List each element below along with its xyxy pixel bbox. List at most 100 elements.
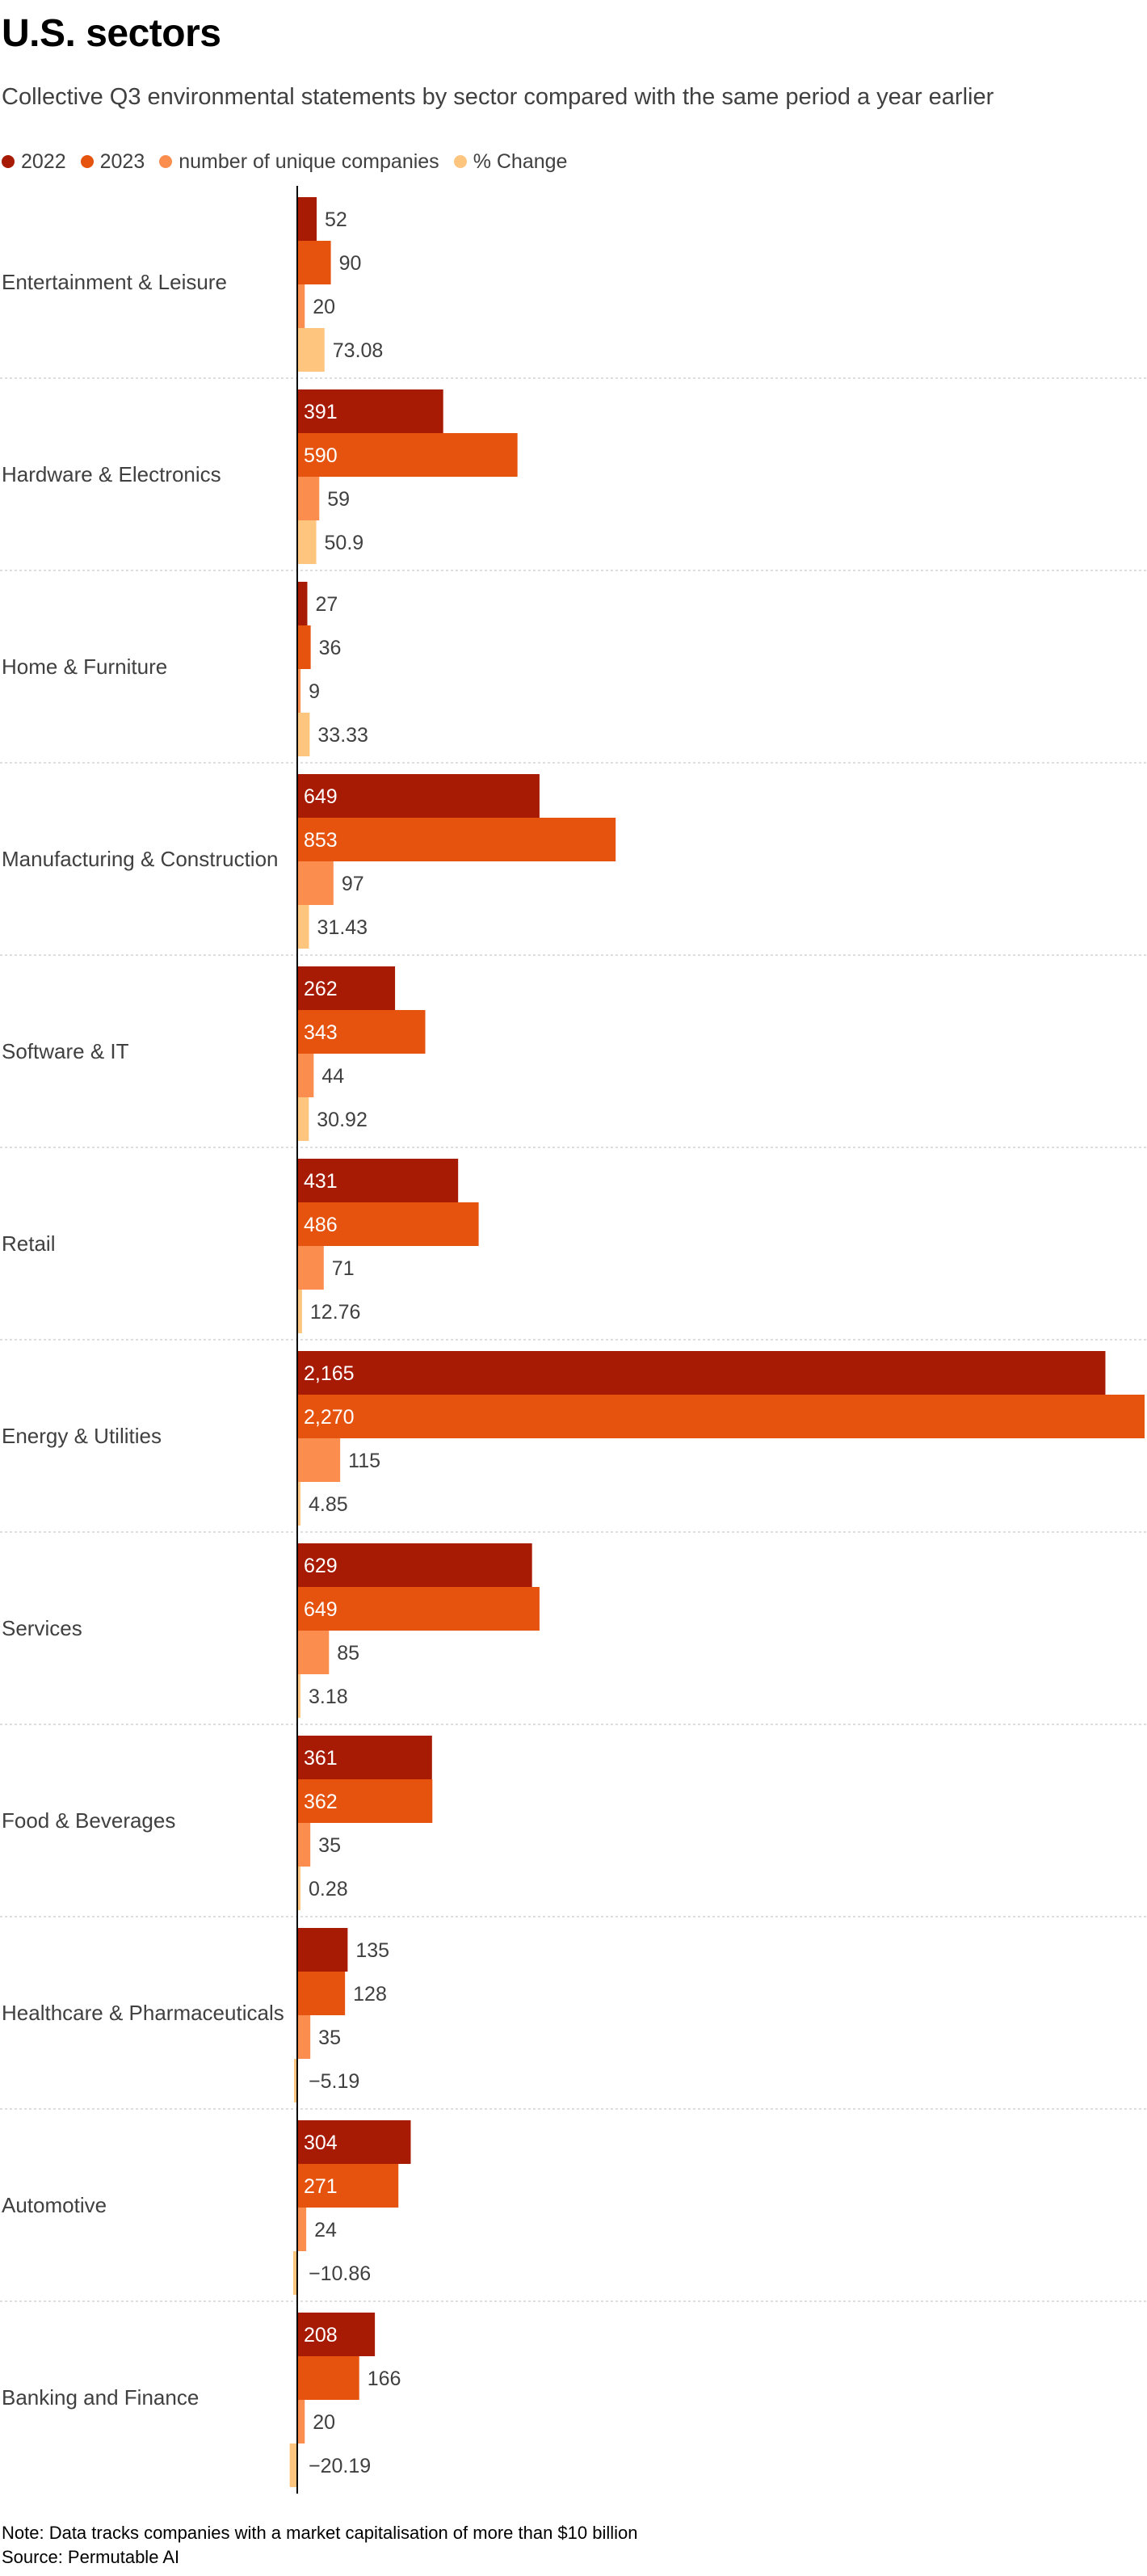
data-label-2023-manufacturing-and-construction: 853 — [304, 829, 338, 852]
data-label-change-automotive: −10.86 — [309, 2262, 371, 2285]
data-label-2022-home-and-furniture: 27 — [315, 593, 338, 616]
legend-item-2023: 2023 — [80, 149, 145, 174]
legend-swatch-2022 — [2, 155, 15, 168]
bar-number-of-unique-companies-services — [297, 1631, 330, 1674]
bar-2023-hardware-and-electronics — [297, 433, 518, 477]
data-label-number-of-unique-companies-banking-and-finance: 20 — [313, 2411, 335, 2434]
data-label-2023-hardware-and-electronics: 590 — [304, 444, 338, 467]
data-label-change-food-and-beverages: 0.28 — [309, 1878, 348, 1900]
data-label-change-entertainment-and-leisure: 73.08 — [333, 339, 384, 362]
data-label-2023-banking-and-finance: 166 — [368, 2368, 401, 2390]
data-label-2022-manufacturing-and-construction: 649 — [304, 785, 338, 808]
data-label-2022-entertainment-and-leisure: 52 — [325, 208, 347, 231]
bar-2023-retail — [297, 1202, 479, 1246]
bar-number-of-unique-companies-food-and-beverages — [297, 1823, 311, 1867]
legend-item-2022: 2022 — [2, 150, 66, 174]
data-label-2023-food-and-beverages: 362 — [304, 1791, 338, 1813]
data-label-number-of-unique-companies-entertainment-and-leisure: 20 — [313, 296, 335, 318]
category-label-energy-and-utilities: Energy & Utilities — [2, 1424, 162, 1448]
bar-2023-home-and-furniture — [297, 625, 311, 669]
data-label-change-healthcare-and-pharmaceuticals: −5.19 — [309, 2070, 359, 2093]
bar-change-services — [297, 1674, 300, 1718]
bar-2022-software-and-it — [297, 966, 396, 1010]
bar-number-of-unique-companies-retail — [297, 1246, 324, 1290]
bar-2023-services — [297, 1587, 540, 1631]
category-label-healthcare-and-pharmaceuticals: Healthcare & Pharmaceuticals — [2, 2001, 284, 2025]
bar-2022-manufacturing-and-construction — [297, 774, 540, 818]
data-label-change-software-and-it: 30.92 — [317, 1109, 368, 1131]
data-label-2022-automotive: 304 — [304, 2132, 338, 2154]
bar-change-banking-and-finance — [289, 2443, 297, 2487]
bar-2022-home-and-furniture — [297, 582, 308, 625]
bar-2022-banking-and-finance — [297, 2313, 376, 2356]
data-label-number-of-unique-companies-software-and-it: 44 — [321, 1065, 344, 1088]
legend-swatch-pct-change — [453, 155, 467, 168]
chart-subtitle: Collective Q3 environmental statements b… — [2, 84, 994, 110]
bar-2022-energy-and-utilities — [297, 1351, 1106, 1395]
bar-2023-banking-and-finance — [297, 2356, 359, 2400]
bar-number-of-unique-companies-hardware-and-electronics — [297, 477, 320, 520]
bar-2022-healthcare-and-pharmaceuticals — [297, 1928, 348, 1972]
bar-2023-energy-and-utilities — [297, 1395, 1145, 1438]
category-label-retail: Retail — [2, 1231, 55, 1256]
chart-title: U.S. sectors — [2, 12, 221, 55]
bar-change-healthcare-and-pharmaceuticals — [294, 2059, 297, 2102]
data-label-number-of-unique-companies-food-and-beverages: 35 — [318, 1834, 341, 1857]
data-label-change-manufacturing-and-construction: 31.43 — [317, 916, 368, 939]
data-label-number-of-unique-companies-retail: 71 — [332, 1257, 355, 1280]
category-label-automotive: Automotive — [2, 2193, 107, 2217]
bar-2023-food-and-beverages — [297, 1779, 433, 1823]
data-label-number-of-unique-companies-healthcare-and-pharmaceuticals: 35 — [318, 2027, 341, 2049]
data-label-2022-retail: 431 — [304, 1170, 338, 1193]
category-label-manufacturing-and-construction: Manufacturing & Construction — [2, 847, 279, 871]
bar-number-of-unique-companies-software-and-it — [297, 1054, 314, 1097]
bar-change-manufacturing-and-construction — [297, 905, 309, 949]
bar-2023-automotive — [297, 2164, 399, 2208]
data-label-change-home-and-furniture: 33.33 — [317, 724, 368, 747]
bar-2023-entertainment-and-leisure — [297, 241, 331, 284]
category-label-banking-and-finance: Banking and Finance — [2, 2385, 199, 2410]
data-label-change-services: 3.18 — [309, 1686, 348, 1708]
bar-number-of-unique-companies-automotive — [297, 2208, 307, 2251]
data-label-change-retail: 12.76 — [310, 1301, 361, 1324]
bar-number-of-unique-companies-home-and-furniture — [297, 669, 301, 713]
bar-number-of-unique-companies-banking-and-finance — [297, 2400, 305, 2443]
category-label-entertainment-and-leisure: Entertainment & Leisure — [2, 270, 227, 294]
data-label-number-of-unique-companies-energy-and-utilities: 115 — [348, 1450, 380, 1472]
legend-item-unique-companies: number of unique companies — [159, 150, 439, 174]
legend-label-2023: 2023 — [99, 149, 145, 173]
bar-2023-software-and-it — [297, 1010, 426, 1054]
data-label-change-hardware-and-electronics: 50.9 — [325, 532, 364, 554]
legend-swatch-unique-companies — [159, 155, 173, 168]
data-label-2022-food-and-beverages: 361 — [304, 1747, 338, 1770]
data-label-2023-services: 649 — [304, 1598, 338, 1621]
bar-change-energy-and-utilities — [297, 1482, 300, 1526]
bar-change-automotive — [292, 2251, 297, 2295]
data-label-change-energy-and-utilities: 4.85 — [309, 1493, 348, 1516]
bar-2022-entertainment-and-leisure — [297, 197, 317, 241]
legend-item-pct-change: % Change — [453, 149, 568, 174]
data-label-2023-retail: 486 — [304, 1214, 338, 1236]
data-label-2023-software-and-it: 343 — [304, 1021, 338, 1044]
bar-change-hardware-and-electronics — [297, 520, 317, 564]
data-label-2023-home-and-furniture: 36 — [319, 637, 342, 659]
data-label-2023-healthcare-and-pharmaceuticals: 128 — [353, 1983, 387, 2006]
bar-number-of-unique-companies-entertainment-and-leisure — [297, 284, 305, 328]
footnote: Note: Data tracks companies with a marke… — [2, 2523, 638, 2543]
data-label-number-of-unique-companies-manufacturing-and-construction: 97 — [342, 873, 364, 895]
data-label-2022-services: 629 — [304, 1555, 338, 1577]
data-label-2022-software-and-it: 262 — [304, 978, 338, 1000]
bar-change-entertainment-and-leisure — [297, 328, 325, 372]
legend-label-pct-change: % Change — [473, 149, 568, 173]
category-label-services: Services — [2, 1616, 82, 1640]
data-label-2022-hardware-and-electronics: 391 — [304, 401, 338, 423]
bar-2023-healthcare-and-pharmaceuticals — [297, 1972, 346, 2015]
bar-number-of-unique-companies-healthcare-and-pharmaceuticals — [297, 2015, 311, 2059]
data-label-number-of-unique-companies-home-and-furniture: 9 — [309, 680, 320, 703]
category-label-food-and-beverages: Food & Beverages — [2, 1808, 175, 1833]
category-label-hardware-and-electronics: Hardware & Electronics — [2, 462, 221, 486]
bar-change-software-and-it — [297, 1097, 309, 1141]
data-label-2022-energy-and-utilities: 2,165 — [304, 1362, 355, 1385]
bar-chart: Entertainment & Leisure52902073.08Hardwa… — [0, 186, 1147, 2494]
data-label-2022-healthcare-and-pharmaceuticals: 135 — [355, 1939, 389, 1962]
